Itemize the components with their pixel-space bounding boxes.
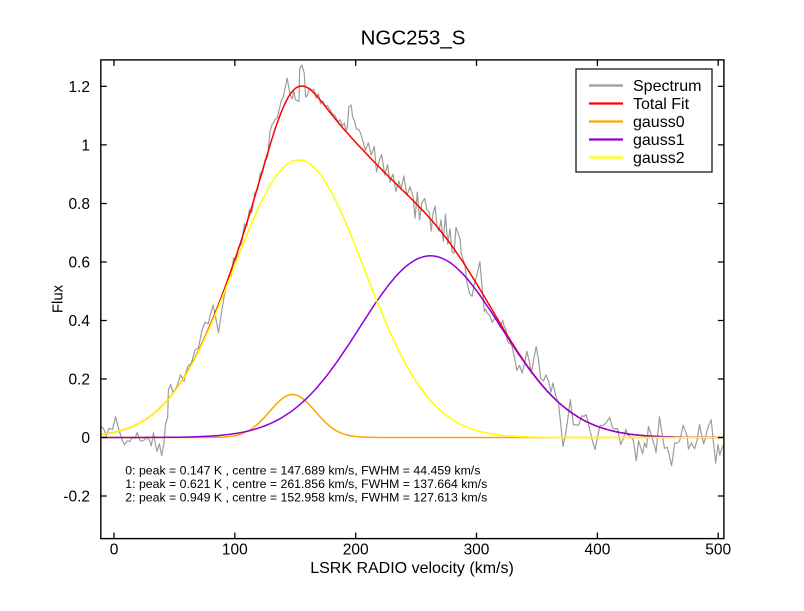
svg-text:gauss0: gauss0	[633, 114, 685, 131]
svg-text:500: 500	[705, 541, 731, 558]
svg-text:400: 400	[584, 541, 610, 558]
svg-text:2: peak = 0.949 K , centre = 1: 2: peak = 0.949 K , centre = 152.958 km/…	[125, 490, 487, 504]
svg-text:100: 100	[222, 541, 248, 558]
svg-text:gauss1: gauss1	[633, 132, 685, 149]
svg-text:1.2: 1.2	[68, 79, 90, 96]
svg-text:0.2: 0.2	[68, 371, 90, 388]
svg-text:LSRK RADIO velocity (km/s): LSRK RADIO velocity (km/s)	[310, 560, 514, 577]
svg-text:Total Fit: Total Fit	[633, 96, 690, 113]
svg-text:0.6: 0.6	[68, 254, 90, 271]
svg-text:NGC253_S: NGC253_S	[361, 27, 466, 50]
svg-text:0: peak = 0.147 K , centre = 1: 0: peak = 0.147 K , centre = 147.689 km/…	[125, 463, 480, 477]
svg-text:0: 0	[110, 541, 119, 558]
svg-text:Flux: Flux	[49, 284, 66, 313]
svg-text:-0.2: -0.2	[63, 488, 90, 505]
svg-text:300: 300	[464, 541, 490, 558]
svg-text:0.4: 0.4	[68, 313, 90, 330]
svg-text:1: peak = 0.621 K , centre = 2: 1: peak = 0.621 K , centre = 261.856 km/…	[125, 477, 487, 491]
svg-text:1: 1	[81, 137, 90, 154]
svg-text:0: 0	[81, 430, 90, 447]
svg-text:200: 200	[343, 541, 369, 558]
svg-text:0.8: 0.8	[68, 196, 90, 213]
svg-text:gauss2: gauss2	[633, 150, 685, 167]
svg-text:Spectrum: Spectrum	[633, 78, 701, 95]
